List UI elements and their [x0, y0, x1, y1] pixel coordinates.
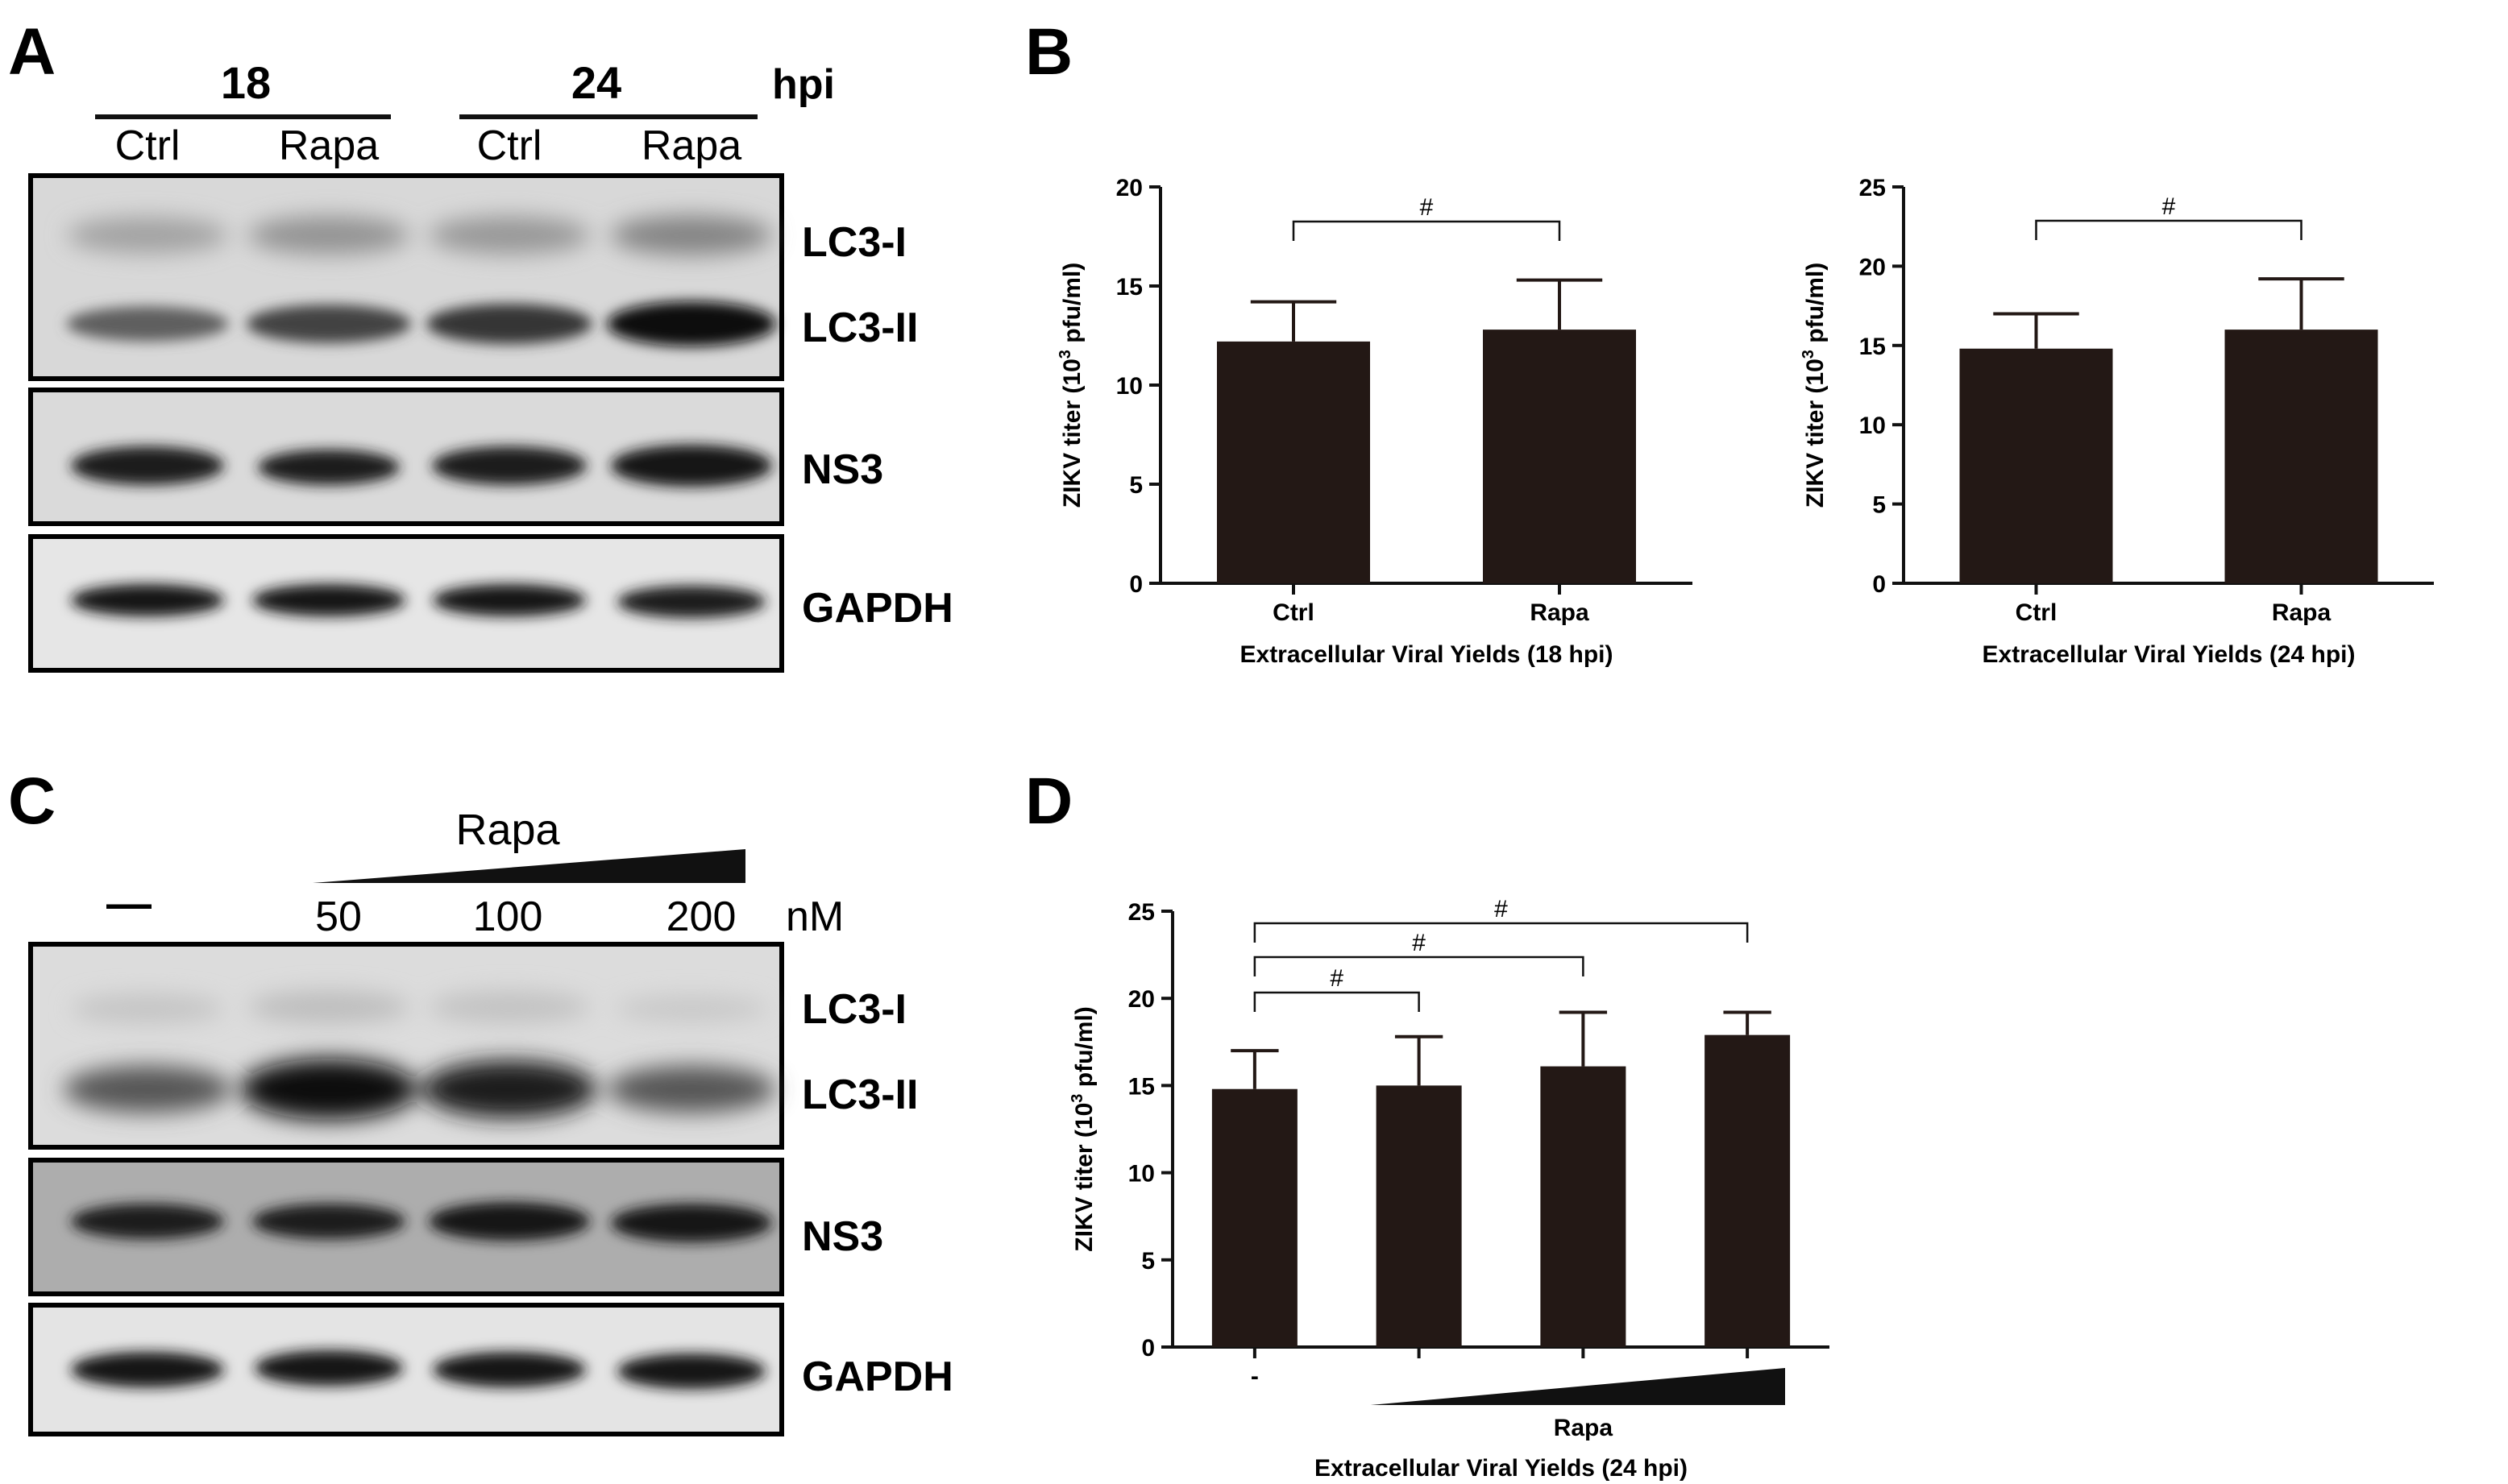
panel-letter-c: C: [8, 765, 56, 838]
blot-ns3: [28, 388, 784, 526]
time-unit-label: hpi: [772, 61, 835, 108]
blot-lc3: [28, 173, 784, 381]
significance-marker: #: [1494, 896, 1508, 922]
bar: [1483, 330, 1636, 583]
dose-gradient-wedge: [313, 849, 745, 883]
band-label-gapdh: GAPDH: [802, 1353, 953, 1400]
blot-lc3: [28, 942, 784, 1150]
dose-label: 50: [315, 893, 362, 940]
bar: [1211, 1088, 1298, 1347]
band-label-lc3-i: LC3-I: [802, 986, 907, 1033]
y-tick-label: 20: [1116, 175, 1143, 201]
band-lc3-ii: [64, 1065, 231, 1113]
y-tick-label: 5: [1129, 472, 1143, 499]
lane-label: Ctrl: [477, 122, 542, 169]
y-tick-label: 0: [1141, 1335, 1155, 1362]
y-axis-label: ZIKV titer (103 pfu/ml): [1057, 263, 1086, 508]
band-lc3-ii: [240, 1059, 417, 1120]
band-label-lc3-ii: LC3-II: [802, 1072, 918, 1118]
band-lc3-i: [67, 217, 228, 254]
x-tick-label: -: [1251, 1363, 1259, 1390]
band-lc3-i: [429, 216, 590, 255]
band-lc3-i: [611, 215, 772, 255]
band-label-ns3: NS3: [802, 446, 883, 493]
x-tick-label: Rapa: [2272, 599, 2332, 626]
x-tick-label: Ctrl: [1273, 599, 1314, 626]
blot-gapdh: [28, 1303, 784, 1436]
lane-label: Rapa: [642, 122, 741, 169]
treatment-label: Rapa: [455, 806, 560, 854]
chart-b-left: 0 5 10 15 20 ZIKV titer (103 pfu/ml) Ctrl Rapa #…: [1057, 175, 1692, 668]
y-tick-label: 10: [1116, 373, 1143, 400]
bar: [1959, 348, 2113, 583]
dose-label: 100: [473, 893, 543, 940]
y-tick-label: 20: [1859, 254, 1886, 280]
y-tick-label: 15: [1116, 274, 1143, 301]
blot-ns3: [28, 1158, 784, 1296]
band-lc3-ii: [607, 301, 776, 346]
panel-c: C Rapa — 50 100 200 nM: [8, 765, 953, 1436]
band-lc3-ii: [608, 1065, 775, 1113]
y-tick-label: 15: [1859, 334, 1886, 360]
significance-marker: #: [1420, 194, 1434, 221]
blot-gapdh: [28, 534, 784, 673]
band-label-lc3-i: LC3-I: [802, 219, 907, 266]
bar: [1217, 341, 1370, 583]
panel-letter-d: D: [1025, 765, 1073, 838]
x-axis-label: Extracellular Viral Yields (18 hpi): [1240, 641, 1613, 668]
chart-b-right: 0 5 10 15 20 25 ZIKV titer (103 pfu/ml) Ctrl Rap…: [1800, 175, 2434, 668]
treatment-label: Rapa: [1554, 1415, 1613, 1441]
y-tick-label: 5: [1872, 492, 1886, 519]
bar: [1540, 1066, 1626, 1347]
bar: [2224, 330, 2378, 583]
significance-bracket: [1292, 220, 1561, 241]
control-lane-label: —: [106, 877, 152, 928]
y-tick-label: 0: [1872, 571, 1886, 598]
panel-letter-b: B: [1025, 15, 1073, 89]
dose-unit-label: nM: [786, 893, 844, 940]
band-label-lc3-ii: LC3-II: [802, 305, 918, 351]
significance-marker: #: [1412, 930, 1426, 956]
y-tick-label: 10: [1128, 1161, 1155, 1188]
timepoint-label-18: 18: [221, 57, 271, 108]
panel-a: A 18 24 hpi Ctrl Rapa Ctrl Rapa: [8, 15, 953, 673]
band-label-ns3: NS3: [802, 1213, 883, 1260]
y-axis-label: ZIKV titer (103 pfu/ml): [1800, 263, 1829, 508]
significance-bracket: [1253, 955, 1584, 976]
significance-bracket: [1253, 922, 1749, 943]
band-lc3-ii: [421, 1060, 597, 1118]
bar: [1705, 1034, 1791, 1347]
timepoint-label-24: 24: [571, 57, 621, 108]
y-tick-label: 15: [1128, 1073, 1155, 1100]
x-tick-label: Ctrl: [2016, 599, 2057, 626]
x-axis-label: Extracellular Viral Yields (24 hpi): [1983, 641, 2356, 668]
y-tick-label: 20: [1128, 986, 1155, 1013]
y-tick-label: 25: [1859, 175, 1886, 201]
band-lc3-ii: [66, 306, 229, 342]
significance-marker: #: [2162, 193, 2176, 220]
y-tick-label: 25: [1128, 899, 1155, 926]
chart-d: 0 5 10 15 20 25 ZIKV titer (103 pfu/ml) - # # # Rap…: [1069, 896, 1829, 1482]
band-lc3-ii: [426, 304, 592, 344]
significance-marker: #: [1330, 965, 1343, 992]
lane-label: Rapa: [279, 122, 379, 169]
significance-bracket: [2035, 219, 2302, 240]
y-tick-label: 5: [1141, 1248, 1155, 1275]
band-lc3-ii: [247, 305, 411, 343]
dose-gradient-wedge: [1370, 1368, 1785, 1405]
panel-letter-a: A: [8, 15, 56, 89]
band-lc3-i: [248, 216, 409, 255]
bar: [1376, 1085, 1462, 1347]
dose-label: 200: [666, 893, 737, 940]
y-tick-label: 0: [1129, 571, 1143, 598]
y-tick-label: 10: [1859, 412, 1886, 439]
significance-bracket: [1253, 991, 1420, 1012]
y-axis-label: ZIKV titer (103 pfu/ml): [1069, 1006, 1098, 1251]
x-axis-label: Extracellular Viral Yields (24 hpi): [1314, 1455, 1688, 1482]
band-label-gapdh: GAPDH: [802, 585, 953, 632]
lane-label: Ctrl: [115, 122, 181, 169]
x-tick-label: Rapa: [1530, 599, 1589, 626]
